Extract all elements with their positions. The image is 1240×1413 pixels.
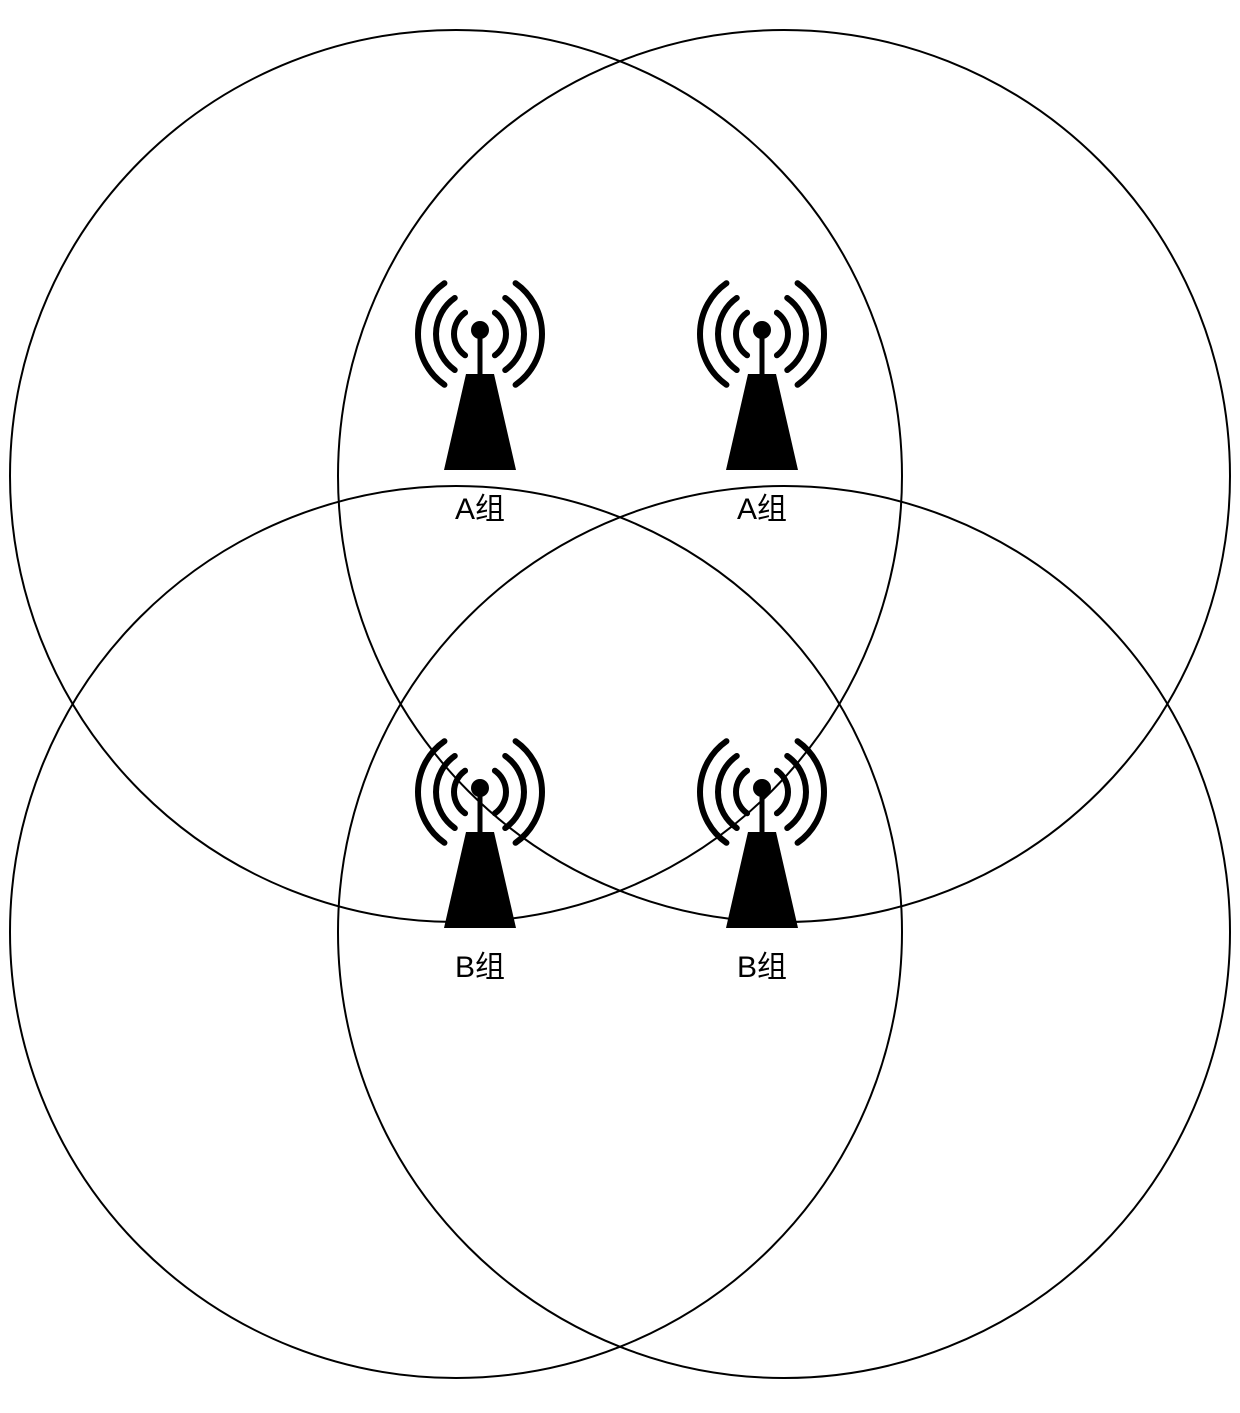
tower-wave-right-2-tl bbox=[516, 283, 542, 385]
tower-tip-br bbox=[753, 779, 771, 797]
tower-tip-tl bbox=[471, 321, 489, 339]
tower-label-br: B组 bbox=[737, 942, 787, 986]
tower-wave-left-2-tr bbox=[700, 283, 726, 385]
tower-wave-left-2-br bbox=[700, 741, 726, 843]
tower-wave-left-0-br bbox=[736, 771, 747, 814]
tower-wave-right-2-bl bbox=[516, 741, 542, 843]
tower-wave-left-2-tl bbox=[418, 283, 444, 385]
tower-tl bbox=[418, 283, 542, 470]
tower-body-tl bbox=[444, 374, 516, 470]
tower-wave-left-0-tl bbox=[454, 313, 465, 356]
tower-label-tl: A组 bbox=[455, 484, 505, 528]
diagram-svg bbox=[0, 0, 1240, 1413]
tower-bl bbox=[418, 741, 542, 928]
tower-label-bl: B组 bbox=[455, 942, 505, 986]
tower-wave-right-0-br bbox=[777, 771, 788, 814]
tower-wave-right-0-tl bbox=[495, 313, 506, 356]
tower-body-tr bbox=[726, 374, 798, 470]
tower-wave-left-0-bl bbox=[454, 771, 465, 814]
tower-tr bbox=[700, 283, 824, 470]
tower-wave-right-0-bl bbox=[495, 771, 506, 814]
tower-body-br bbox=[726, 832, 798, 928]
coverage-circle-3 bbox=[338, 486, 1230, 1378]
tower-wave-left-2-bl bbox=[418, 741, 444, 843]
tower-tip-tr bbox=[753, 321, 771, 339]
tower-wave-right-0-tr bbox=[777, 313, 788, 356]
tower-tip-bl bbox=[471, 779, 489, 797]
tower-label-tr: A组 bbox=[737, 484, 787, 528]
tower-wave-left-0-tr bbox=[736, 313, 747, 356]
coverage-circle-2 bbox=[10, 486, 902, 1378]
tower-br bbox=[700, 741, 824, 928]
diagram-stage: A组 A组 B组 B组 bbox=[0, 0, 1240, 1413]
tower-body-bl bbox=[444, 832, 516, 928]
tower-wave-right-2-tr bbox=[798, 283, 824, 385]
